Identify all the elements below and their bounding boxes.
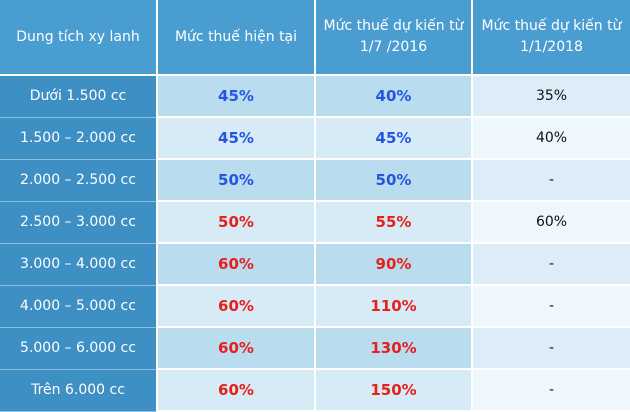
- capacity: Dưới 1.500 cc: [0, 75, 158, 118]
- rate: 45%: [157, 75, 316, 118]
- row: Dưới 1.500 cc 45% 40% 35%: [0, 75, 630, 118]
- rate: 130%: [315, 327, 473, 370]
- rate: 40%: [472, 117, 630, 160]
- rate: 110%: [315, 285, 473, 328]
- row: 4.000 – 5.000 cc 60% 110% -: [0, 285, 630, 328]
- rate: -: [472, 369, 630, 412]
- row: 5.000 – 6.000 cc 60% 130% -: [0, 327, 630, 370]
- rate: 60%: [472, 201, 630, 244]
- header-row: Dung tích xy lanh Mức thuế hiện tại Mức …: [0, 0, 630, 76]
- rate: 90%: [315, 243, 473, 286]
- rate: -: [472, 159, 630, 202]
- rate: 40%: [315, 75, 473, 118]
- row: Trên 6.000 cc 60% 150% -: [0, 369, 630, 412]
- capacity: Trên 6.000 cc: [0, 369, 158, 412]
- rate: 50%: [157, 159, 316, 202]
- rate: -: [472, 243, 630, 286]
- rate: 60%: [157, 243, 316, 286]
- capacity: 2.000 – 2.500 cc: [0, 159, 158, 202]
- header-cell: Mức thuế dự kiến từ 1/7 /2016: [315, 0, 473, 76]
- header-cell: Mức thuế dự kiến từ 1/1/2018: [472, 0, 630, 76]
- header-cell: Mức thuế hiện tại: [157, 0, 316, 76]
- rate: 35%: [472, 75, 630, 118]
- rate: 60%: [157, 327, 316, 370]
- row: 2.500 – 3.000 cc 50% 55% 60%: [0, 201, 630, 244]
- capacity: 1.500 – 2.000 cc: [0, 117, 158, 160]
- rate: 55%: [315, 201, 473, 244]
- rate: 45%: [157, 117, 316, 160]
- rate: 50%: [157, 201, 316, 244]
- capacity: 3.000 – 4.000 cc: [0, 243, 158, 286]
- row: 2.000 – 2.500 cc 50% 50% -: [0, 159, 630, 202]
- row: 3.000 – 4.000 cc 60% 90% -: [0, 243, 630, 286]
- header-cell: Dung tích xy lanh: [0, 0, 158, 76]
- rate: 45%: [315, 117, 473, 160]
- row: 1.500 – 2.000 cc 45% 45% 40%: [0, 117, 630, 160]
- rate: 150%: [315, 369, 473, 412]
- rate: 60%: [157, 369, 316, 412]
- capacity: 5.000 – 6.000 cc: [0, 327, 158, 370]
- rate: -: [472, 327, 630, 370]
- capacity: 4.000 – 5.000 cc: [0, 285, 158, 328]
- rate: 50%: [315, 159, 473, 202]
- capacity: 2.500 – 3.000 cc: [0, 201, 158, 244]
- rate: -: [472, 285, 630, 328]
- rate: 60%: [157, 285, 316, 328]
